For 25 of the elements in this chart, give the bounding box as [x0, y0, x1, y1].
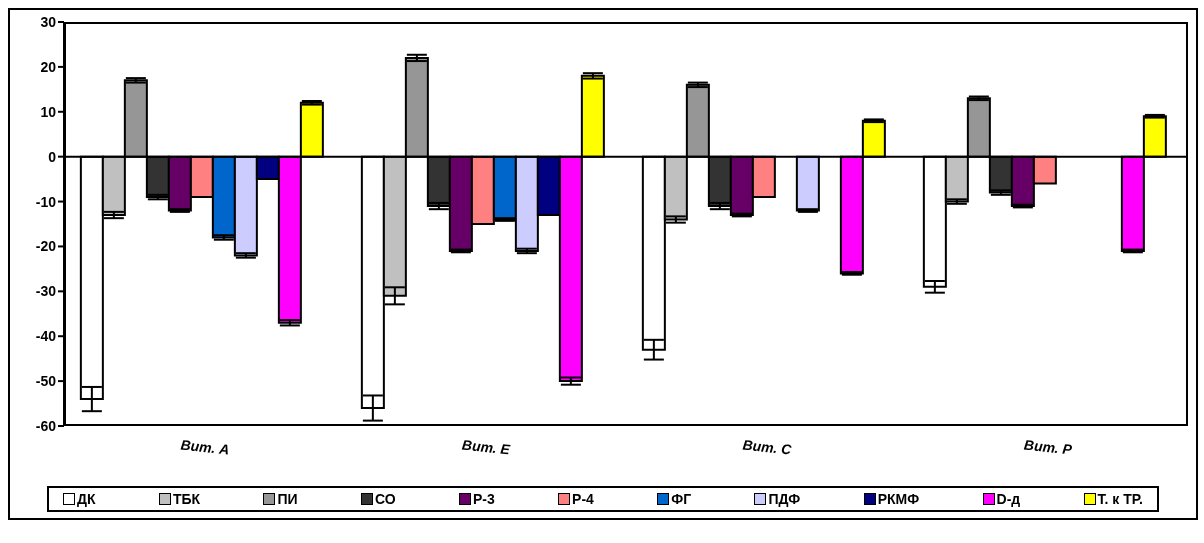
y-tick-label: 30: [40, 13, 57, 30]
x-tick-label: Вит. Р: [1023, 436, 1074, 458]
y-tick-label: -10: [35, 193, 57, 210]
y-tick-label: 20: [40, 58, 57, 75]
y-tick-label: -50: [35, 373, 57, 390]
y-tick-label: 10: [40, 103, 57, 120]
legend-label: СО: [373, 491, 396, 507]
legend-label: Р-4: [571, 491, 594, 507]
legend-label: ФГ: [670, 491, 692, 507]
y-tick-label: -20: [35, 238, 57, 255]
y-tick-label: -30: [35, 283, 57, 300]
legend-label: ПДФ: [767, 491, 801, 507]
y-tick-label: 0: [48, 148, 57, 165]
x-tick-label: Вит. С: [741, 436, 794, 458]
legend-label: ПИ: [276, 491, 298, 507]
legend-label: ДК: [76, 491, 96, 507]
legend-label: ТБК: [171, 491, 201, 507]
x-tick-label: Вит. А: [179, 436, 231, 458]
legend-label: Т. к ТР.: [1096, 491, 1143, 507]
legend-label: D-д: [995, 491, 1021, 507]
y-tick-label: -40: [35, 328, 57, 345]
y-tick-label: -60: [35, 417, 57, 434]
legend-label: РКМФ: [876, 491, 920, 507]
legend-label: Р-3: [471, 491, 495, 507]
x-tick-label: Вит. Е: [461, 436, 512, 458]
